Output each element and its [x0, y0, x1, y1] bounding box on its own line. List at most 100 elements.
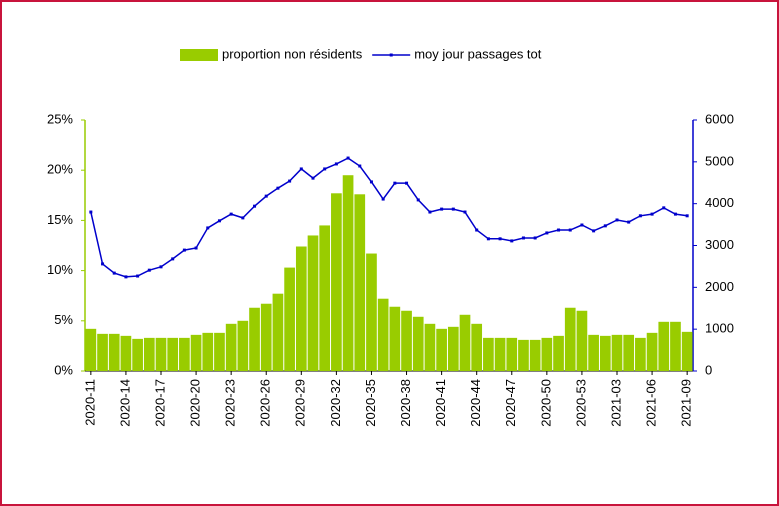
y2-tick-label: 5000 [705, 153, 734, 168]
marker [346, 156, 350, 160]
bar [319, 225, 331, 371]
y2-tick-label: 6000 [705, 111, 734, 126]
marker [147, 268, 151, 272]
marker [662, 206, 666, 210]
marker [638, 214, 642, 218]
x-tick-label: 2020-26 [258, 379, 273, 427]
x-tick-label: 2020-20 [188, 379, 203, 427]
bar [553, 335, 564, 371]
x-tick-label: 2020-17 [152, 379, 167, 427]
marker [311, 176, 315, 180]
bar [249, 307, 260, 371]
bar [447, 326, 459, 371]
marker [510, 239, 514, 243]
x-tick-label: 2020-35 [363, 379, 378, 427]
marker [358, 164, 362, 168]
marker [206, 226, 210, 230]
x-tick-label: 2020-44 [468, 379, 483, 427]
marker [557, 228, 561, 232]
bar [541, 337, 553, 371]
x-tick-label: 2020-50 [538, 379, 553, 427]
marker [627, 220, 631, 224]
bar [342, 175, 354, 371]
marker [603, 224, 607, 228]
bar [132, 338, 143, 371]
bar [97, 333, 108, 371]
marker [580, 223, 584, 227]
marker [241, 216, 245, 220]
x-tick-label: 2020-11 [82, 379, 97, 426]
bar [214, 332, 225, 371]
marker [416, 198, 420, 202]
bar [179, 337, 190, 371]
marker [650, 212, 654, 216]
bar [518, 339, 529, 371]
bar [623, 334, 635, 371]
marker [229, 212, 233, 216]
line [90, 157, 688, 278]
x-tick-label: 2020-41 [433, 379, 448, 427]
marker [264, 194, 268, 198]
marker [405, 181, 409, 185]
bar [190, 334, 202, 371]
marker [253, 204, 257, 208]
marker [124, 275, 128, 279]
bar [354, 194, 366, 371]
marker [299, 167, 303, 171]
x-tick-label: 2020-23 [223, 379, 238, 427]
y2-tick-label: 2000 [705, 279, 734, 294]
bar [155, 337, 167, 371]
y-tick-label: 0% [54, 362, 73, 377]
marker [475, 228, 479, 232]
y2-tick-label: 0 [705, 362, 712, 377]
marker [451, 207, 455, 211]
bar [459, 314, 471, 371]
marker [276, 186, 280, 190]
bar [331, 193, 342, 371]
bar [494, 337, 506, 371]
bar [284, 267, 295, 371]
marker [194, 246, 198, 250]
marker [323, 167, 327, 171]
bar [377, 298, 389, 371]
marker [288, 179, 292, 183]
y2-tick-label: 4000 [705, 195, 734, 210]
bar [646, 332, 658, 371]
bar [576, 310, 588, 371]
bar [225, 323, 237, 371]
bar [412, 316, 424, 371]
bar [260, 303, 272, 371]
marker [533, 236, 537, 240]
marker [498, 237, 502, 241]
marker [182, 248, 186, 252]
bar [85, 328, 97, 371]
marker [440, 207, 444, 211]
bar [295, 246, 307, 371]
bar [424, 323, 436, 371]
marker [486, 237, 490, 241]
y2-tick-label: 3000 [705, 237, 734, 252]
marker [217, 219, 221, 223]
x-tick-label: 2021-03 [608, 379, 623, 427]
bar [366, 253, 377, 371]
marker [101, 262, 105, 266]
x-tick-label: 2020-32 [328, 379, 343, 427]
bar [143, 337, 155, 371]
bar [529, 339, 541, 371]
y-tick-label: 15% [47, 212, 73, 227]
x-tick-label: 2020-47 [503, 379, 518, 427]
x-tick-label: 2020-29 [293, 379, 308, 427]
bar [599, 335, 611, 371]
marker [393, 181, 397, 185]
bar [670, 321, 681, 371]
marker [673, 212, 677, 216]
marker [334, 162, 338, 166]
marker [369, 180, 373, 184]
bar [389, 306, 401, 371]
x-tick-label: 2020-38 [398, 379, 413, 427]
x-tick-label: 2020-14 [117, 379, 132, 427]
x-tick-label: 2020-53 [573, 379, 588, 427]
bar [564, 307, 576, 371]
